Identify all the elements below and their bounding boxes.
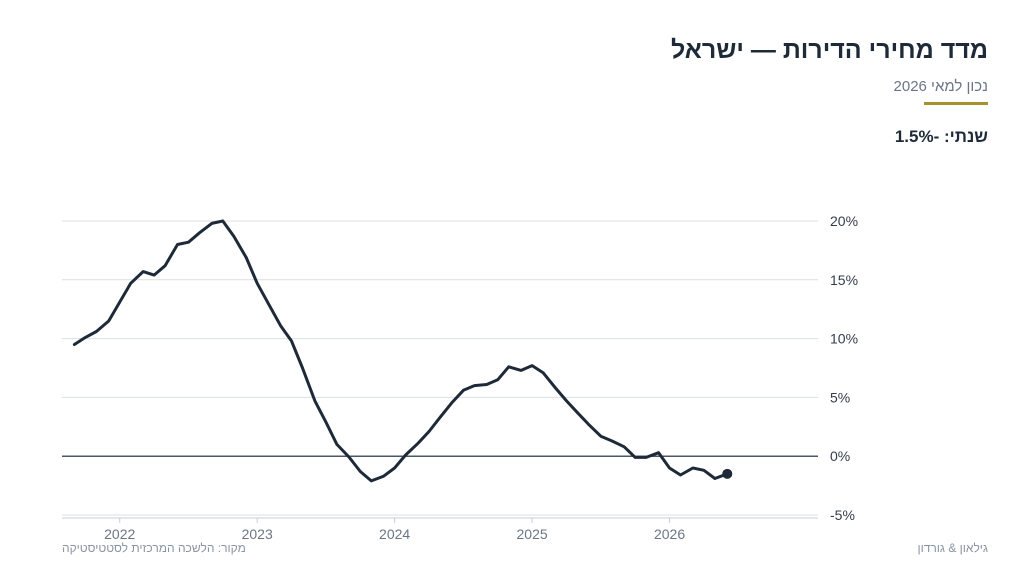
x-axis-ticks: 2022 2023 2024 2025 2026 [104, 518, 685, 542]
series-line [72, 219, 729, 483]
chart-subtitle: נכון למאי 2026 [893, 78, 988, 95]
accent-rule [924, 102, 988, 105]
annual-change-stat: שנתי: -1.5% [894, 127, 988, 146]
y-axis-ticks: 20% 15% 10% 5% 0% -5% [830, 213, 858, 523]
end-point-marker [722, 468, 733, 479]
x-tick-label: 2024 [379, 526, 410, 542]
y-tick-label: -5% [830, 507, 855, 523]
y-tick-label: 20% [830, 213, 858, 229]
x-tick-label: 2025 [517, 526, 548, 542]
x-tick-label: 2022 [104, 526, 135, 542]
x-tick-label: 2023 [242, 526, 273, 542]
y-tick-label: 15% [830, 272, 858, 288]
chart-title: מדד מחירי הדירות — ישראל [671, 36, 988, 64]
source-note: מקור: הלשכה המרכזית לסטטיסטיקה [62, 541, 246, 555]
brand-credit: גילאון & גורדון [917, 541, 988, 555]
gridlines [62, 220, 818, 519]
y-tick-label: 0% [830, 448, 850, 464]
y-tick-label: 10% [830, 331, 858, 347]
y-tick-label: 5% [830, 389, 850, 405]
x-tick-label: 2026 [654, 526, 685, 542]
